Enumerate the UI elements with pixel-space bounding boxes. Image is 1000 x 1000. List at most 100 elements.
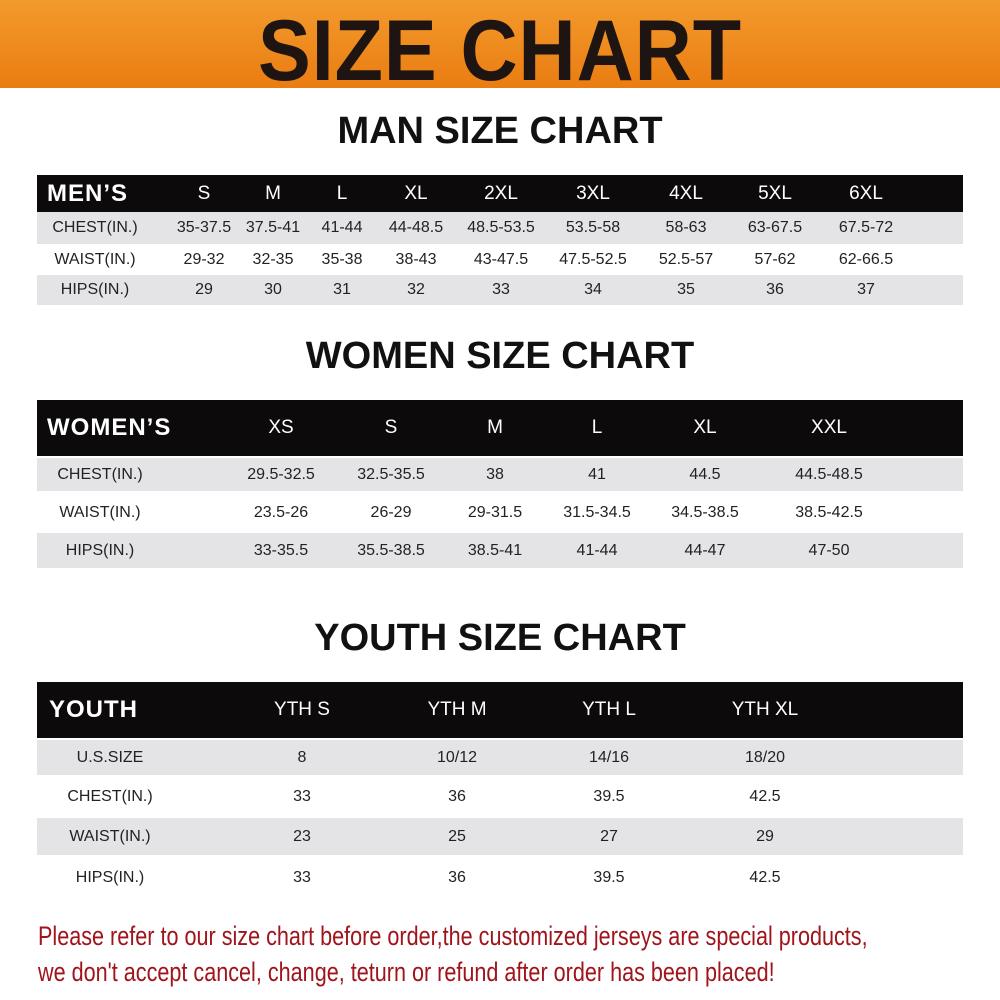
table-row: CHEST(IN.) 33 36 39.5 42.5 [37, 778, 963, 815]
table-row: CHEST(IN.) 35-37.5 37.5-41 41-44 44-48.5 48.5… [37, 212, 963, 244]
table-header-row: MEN’S S M L XL 2XL 3XL 4XL 5XL 6XL [37, 175, 963, 213]
size-value: 38 [486, 465, 504, 483]
size-header: 5XL [758, 183, 792, 204]
size-value: 32 [407, 281, 425, 298]
size-value: 31.5-34.5 [563, 503, 631, 521]
size-value: 35-37.5 [176, 219, 232, 236]
size-value: 39.5 [593, 787, 625, 805]
table-corner-label: WOMEN’S [47, 414, 172, 441]
table-row: WAIST(IN.) 23.5-26 26-29 29-31.5 31.5-34.5 34… [37, 495, 963, 530]
size-value: 33 [293, 787, 311, 805]
size-value: 33 [492, 281, 510, 298]
size-value: 27 [600, 827, 618, 845]
size-header: L [591, 417, 603, 438]
size-value: 18/20 [744, 748, 786, 766]
size-header: YTH L [582, 699, 636, 720]
size-value: 29 [756, 827, 774, 845]
youth-section-title: YOUTH SIZE CHART [314, 617, 686, 659]
table-row: HIPS(IN.) 33-35.5 35.5-38.5 38.5-41 41-44 44-… [37, 533, 963, 568]
size-value: 42.5 [749, 787, 781, 805]
size-header: S [384, 417, 398, 438]
size-value: 35-38 [321, 250, 363, 268]
size-value: 48.5-53.5 [467, 219, 535, 236]
size-value: 29-31.5 [467, 503, 523, 521]
size-value: 33-35.5 [253, 541, 309, 559]
size-value: 33 [293, 868, 311, 886]
size-value: 34.5-38.5 [671, 503, 739, 521]
table-row: WAIST(IN.) 29-32 32-35 35-38 38-43 43-47.5 47.… [37, 244, 963, 275]
size-value: 36 [766, 281, 784, 298]
table-row: HIPS(IN.) 33 36 39.5 42.5 [37, 858, 963, 897]
size-value: 44.5 [689, 465, 721, 483]
table-header-row: YOUTH YTH S YTH M YTH L YTH XL [37, 682, 963, 738]
size-value: 29-32 [183, 250, 225, 268]
size-value: 41 [588, 465, 606, 483]
women-section-title: WOMEN SIZE CHART [305, 335, 695, 377]
page-title: SIZE CHART [258, 3, 742, 99]
table-corner-label: YOUTH [49, 696, 138, 723]
size-value: 41-44 [321, 219, 363, 236]
size-value: 32.5-35.5 [357, 465, 425, 483]
size-value: 42.5 [749, 868, 781, 886]
size-value: 47.5-52.5 [559, 250, 627, 268]
size-value: 31 [333, 281, 351, 298]
size-value: 37.5-41 [245, 219, 301, 236]
row-label: CHEST(IN.) [57, 465, 143, 483]
size-value: 23.5-26 [253, 503, 309, 521]
size-value: 44-47 [684, 541, 726, 559]
row-label: CHEST(IN.) [67, 787, 153, 805]
table-header-row: WOMEN’S XS S M L XL XXL [37, 400, 963, 456]
size-value: 38.5-41 [467, 541, 523, 559]
size-value: 52.5-57 [658, 250, 714, 268]
row-label: WAIST(IN.) [54, 250, 136, 268]
size-value: 38.5-42.5 [795, 503, 863, 521]
size-header: YTH S [274, 699, 330, 720]
row-label: HIPS(IN.) [75, 868, 145, 886]
size-header: 2XL [484, 183, 518, 204]
notice-line-2: we don't accept cancel, change, teturn o… [38, 957, 775, 987]
size-value: 44.5-48.5 [795, 465, 863, 483]
size-header: S [197, 183, 211, 204]
size-value: 32-35 [252, 250, 294, 268]
size-value: 34 [584, 281, 602, 298]
size-value: 53.5-58 [565, 219, 621, 236]
table-corner-label: MEN’S [47, 180, 129, 207]
row-label: HIPS(IN.) [65, 541, 135, 559]
row-label: WAIST(IN.) [59, 503, 141, 521]
size-header: 3XL [576, 183, 610, 204]
size-value: 43-47.5 [473, 250, 529, 268]
notice-line-1: Please refer to our size chart before or… [38, 921, 868, 951]
table-row: U.S.SIZE 8 10/12 14/16 18/20 [37, 740, 963, 775]
size-value: 14/16 [588, 748, 630, 766]
size-value: 26-29 [370, 503, 412, 521]
size-header: XL [404, 183, 428, 204]
size-value: 35 [677, 281, 695, 298]
size-value: 29.5-32.5 [247, 465, 315, 483]
size-value: 62-66.5 [838, 250, 894, 268]
table-row: CHEST(IN.) 29.5-32.5 32.5-35.5 38 41 44.5 44.5… [37, 458, 963, 491]
row-label: HIPS(IN.) [60, 281, 130, 298]
size-value: 8 [297, 748, 307, 766]
size-header: M [487, 417, 503, 438]
size-header: M [265, 183, 281, 204]
size-value: 29 [195, 281, 213, 298]
size-header: YTH XL [731, 699, 799, 720]
size-header: 4XL [669, 183, 703, 204]
size-value: 47-50 [808, 541, 850, 559]
order-notice: Please refer to our size chart before or… [38, 918, 868, 990]
size-header: L [336, 183, 348, 204]
size-header: XXL [811, 417, 847, 438]
size-header: XS [268, 417, 294, 438]
size-value: 57-62 [754, 250, 796, 268]
size-value: 37 [857, 281, 875, 298]
size-value: 36 [448, 868, 466, 886]
size-header: YTH M [427, 699, 487, 720]
row-label: CHEST(IN.) [52, 219, 138, 236]
size-header: 6XL [849, 183, 883, 204]
size-value: 41-44 [576, 541, 618, 559]
size-value: 10/12 [436, 748, 478, 766]
men-section-title: MAN SIZE CHART [337, 110, 663, 152]
size-value: 25 [448, 827, 466, 845]
size-header: XL [693, 417, 717, 438]
table-row: HIPS(IN.) 29 30 31 32 33 34 35 36 37 [37, 275, 963, 305]
